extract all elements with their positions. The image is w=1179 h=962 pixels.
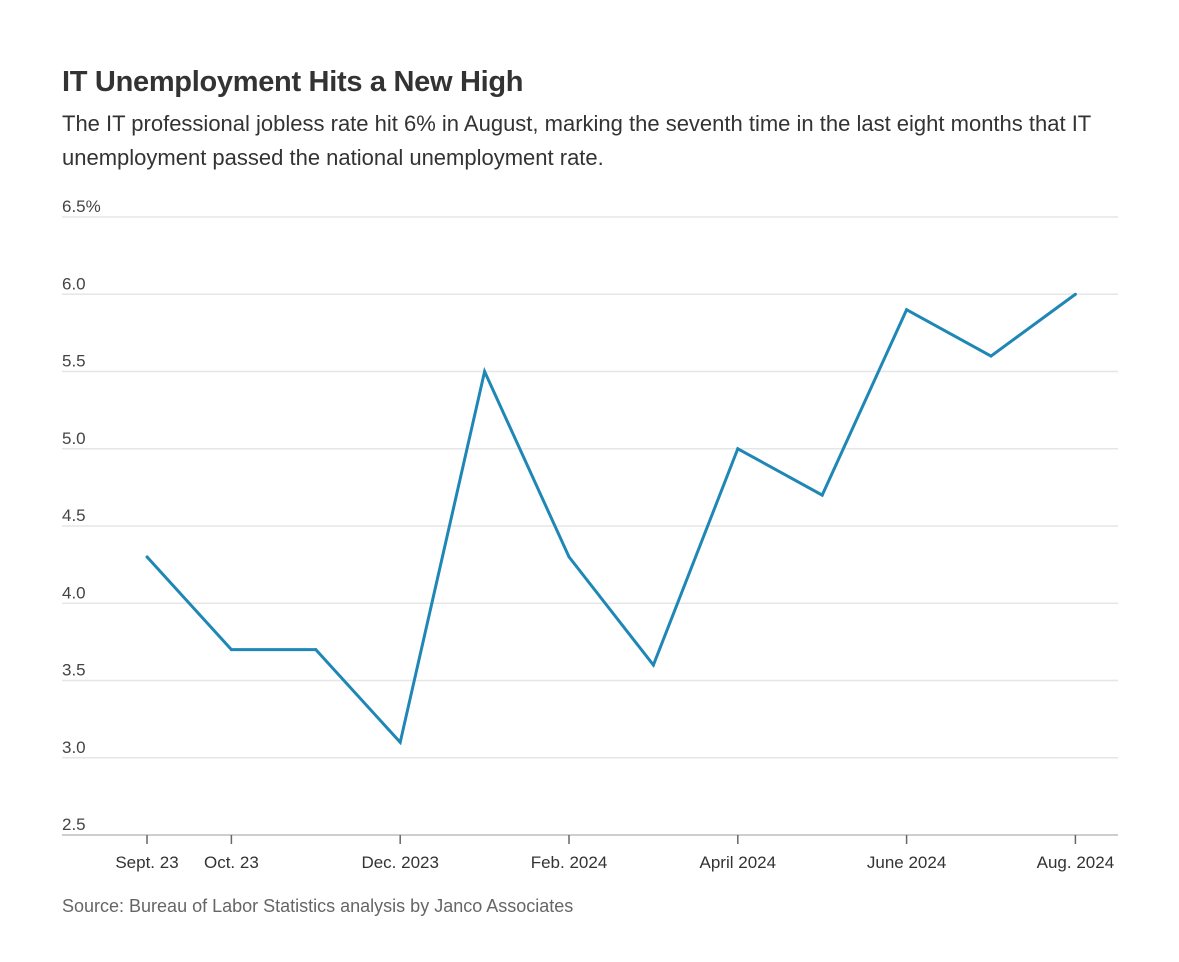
y-tick-label: 3.0 — [62, 738, 86, 757]
x-tick-label: Aug. 2024 — [1037, 853, 1115, 872]
data-point — [567, 555, 571, 559]
data-point — [398, 740, 402, 744]
chart-title: IT Unemployment Hits a New High — [62, 66, 524, 98]
y-tick-label: 5.0 — [62, 429, 86, 448]
y-tick-label: 3.5 — [62, 661, 86, 680]
y-tick-label: 4.5 — [62, 506, 86, 525]
data-point — [651, 663, 655, 667]
data-point — [989, 354, 993, 358]
x-tick-label: April 2024 — [700, 853, 777, 872]
x-tick-label: Sept. 23 — [115, 853, 178, 872]
y-tick-label: 2.5 — [62, 815, 86, 834]
data-point — [483, 370, 487, 373]
series-line — [145, 293, 1077, 746]
data-point — [905, 308, 909, 312]
y-tick-label: 6.0 — [62, 274, 86, 293]
x-tick-label: Oct. 23 — [204, 853, 259, 872]
data-point — [229, 648, 233, 652]
data-point — [736, 447, 740, 451]
data-point — [314, 648, 318, 652]
x-tick-label: Feb. 2024 — [531, 853, 608, 872]
chart-source: Source: Bureau of Labor Statistics analy… — [62, 896, 574, 916]
data-point — [820, 493, 824, 497]
data-point — [1073, 292, 1077, 296]
y-tick-label: 4.0 — [62, 583, 86, 602]
x-tick-label: Dec. 2023 — [361, 853, 439, 872]
x-tick-label: June 2024 — [867, 853, 946, 872]
y-tick-label: 6.5% — [62, 197, 101, 216]
chart-subtitle: The IT professional jobless rate hit 6% … — [62, 111, 1091, 170]
y-tick-label: 5.5 — [62, 352, 86, 371]
data-point — [145, 555, 149, 559]
